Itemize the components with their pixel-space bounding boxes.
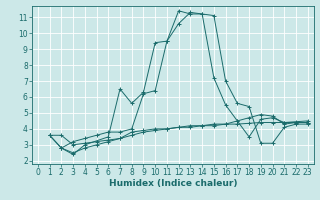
X-axis label: Humidex (Indice chaleur): Humidex (Indice chaleur) xyxy=(108,179,237,188)
